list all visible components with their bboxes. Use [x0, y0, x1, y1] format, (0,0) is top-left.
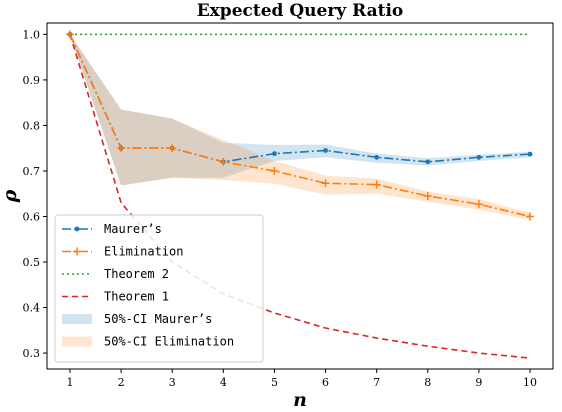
legend-label-0: Maurer’s — [104, 222, 162, 236]
y-tick-label: 0.4 — [23, 302, 41, 315]
x-tick-label: 3 — [169, 376, 176, 389]
y-axis-label: ρ — [0, 189, 21, 203]
y-tick-label: 1.0 — [23, 28, 41, 41]
data-point-1-5 — [321, 179, 330, 188]
x-tick-label: 6 — [322, 376, 329, 389]
ci-band-0 — [70, 34, 530, 186]
series-line-1 — [69, 34, 531, 218]
y-axis-ticks: 0.3 0.4 0.5 0.6 0.7 0.8 0.9 1.0 — [23, 28, 47, 360]
y-tick-label: 0.8 — [23, 119, 41, 132]
y-tick-label: 0.9 — [23, 74, 41, 87]
chart-title: Expected Query Ratio — [197, 1, 404, 21]
x-axis-label: n — [293, 389, 307, 411]
legend-marker-0 — [74, 226, 80, 232]
data-point-1-4 — [270, 166, 279, 175]
legend-label-1: Elimination — [104, 245, 183, 259]
x-tick-label: 2 — [118, 376, 125, 389]
x-tick-label: 8 — [424, 376, 431, 389]
x-tick-label: 5 — [271, 376, 278, 389]
series-line-0 — [69, 34, 531, 163]
legend-swatch-5 — [62, 336, 92, 347]
x-axis-ticks: 1 2 3 4 5 6 7 8 9 10 — [67, 369, 537, 389]
x-tick-label: 4 — [220, 376, 227, 389]
data-point-0-9 — [527, 151, 533, 157]
legend-swatch-4 — [62, 314, 92, 324]
data-point-1-0 — [66, 30, 74, 39]
legend-label-4: 50%-CI Maurer’s — [104, 312, 212, 326]
legend-label-3: Theorem 1 — [104, 290, 169, 304]
legend-marker-1 — [73, 247, 81, 256]
y-tick-label: 0.5 — [23, 256, 41, 269]
legend: Maurer’s Elimination Theorem 2 Theorem 1 50%… — [54, 214, 264, 363]
data-point-0-7 — [425, 159, 431, 165]
series-markers — [66, 30, 534, 221]
data-point-1-7 — [423, 192, 432, 200]
x-tick-label: 10 — [523, 376, 537, 389]
y-tick-label: 0.3 — [23, 347, 41, 360]
data-point-1-9 — [526, 212, 534, 221]
data-point-1-1 — [117, 144, 126, 153]
data-point-0-5 — [323, 148, 328, 153]
plot-frame — [46, 22, 554, 370]
data-point-1-6 — [372, 180, 381, 189]
ci-bands — [70, 34, 530, 220]
data-point-0-6 — [374, 154, 380, 160]
x-tick-label: 7 — [373, 376, 380, 389]
data-point-1-3 — [219, 157, 228, 166]
legend-label-2: Theorem 2 — [104, 267, 169, 281]
ci-band-1 — [70, 34, 530, 220]
y-tick-label: 0.6 — [23, 210, 41, 223]
data-point-1-8 — [474, 200, 483, 209]
x-tick-label: 1 — [67, 376, 74, 389]
y-tick-label: 0.7 — [23, 165, 41, 178]
data-point-0-8 — [476, 154, 482, 160]
x-tick-label: 9 — [475, 376, 482, 389]
data-point-1-2 — [168, 144, 177, 153]
legend-box — [54, 214, 264, 363]
legend-label-5: 50%-CI Elimination — [104, 335, 234, 349]
data-point-0-4 — [272, 151, 277, 157]
